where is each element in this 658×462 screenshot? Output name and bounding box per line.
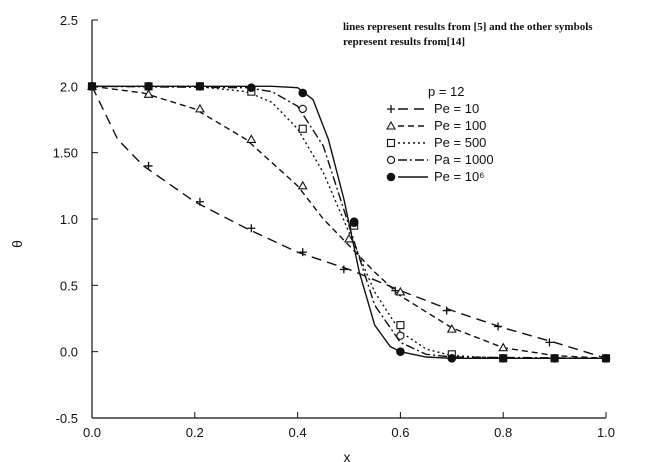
series-1-point (442, 306, 451, 315)
series-1-point (195, 197, 204, 206)
series-line-1 (91, 85, 607, 359)
y-tick-label: 1.50 (53, 146, 78, 161)
x-tick-label: 0.4 (289, 425, 307, 440)
legend-marker-4 (386, 155, 396, 165)
legend-marker-2 (386, 120, 396, 130)
series-5-point (396, 347, 405, 356)
series-1-point (391, 286, 400, 295)
series-2-point (446, 324, 457, 333)
series-3-point (298, 124, 307, 133)
series-5-point (87, 82, 97, 91)
annotation-line-1: lines represent results from [5] and the… (343, 21, 593, 33)
series-1-point (339, 265, 348, 274)
legend: p = 12 Pe = 10 Pe = 100 Pe = 500 Pa = 1000 P… (386, 84, 494, 184)
legend-label-3: Pe = 500 (434, 135, 486, 150)
series-5-point (349, 217, 359, 226)
series-5-point (144, 82, 153, 91)
legend-marker-3 (386, 138, 396, 148)
series-lines (91, 85, 607, 359)
legend-label-2: Pe = 100 (434, 118, 486, 133)
legend-title: p = 12 (428, 84, 465, 99)
x-tick-label: 0.0 (83, 425, 101, 440)
y-tick-label: 0.5 (60, 278, 78, 293)
series-line-5 (92, 85, 606, 359)
annotation-line-2: represent results from[14] (343, 36, 465, 48)
series-1-point (494, 322, 503, 331)
series-2-point (498, 342, 509, 352)
y-axis-label: θ (9, 240, 25, 248)
x-tick-label: 0.2 (186, 425, 204, 440)
series-5-point (447, 354, 457, 363)
legend-label-1: Pe = 10 (434, 101, 479, 116)
legend-marker-1 (387, 105, 395, 113)
series-2-point (297, 180, 308, 190)
series-5-point (195, 82, 205, 91)
series-1-point (545, 338, 554, 347)
y-tick-label: 0.0 (60, 345, 78, 360)
y-tick-label: 1.0 (60, 212, 78, 227)
y-tick-label: -0.5 (56, 411, 78, 426)
legend-label-5: Pe = 10⁶ (434, 169, 485, 184)
x-tick-label: 0.6 (391, 425, 409, 440)
series-5-point (247, 83, 256, 92)
series-2-point (344, 233, 354, 243)
series-4-point (298, 104, 307, 114)
x-axis-label: x (344, 449, 351, 462)
series-1-point (298, 248, 307, 257)
y-tick-label: 2.5 (60, 13, 78, 28)
series-1-point (144, 161, 153, 170)
legend-marker-5 (386, 172, 396, 182)
series-2-point (395, 286, 406, 296)
series-5-point (298, 88, 308, 98)
series-5-point (601, 354, 611, 363)
series-5-point (550, 354, 559, 363)
series-5-point (498, 354, 508, 363)
series-markers (87, 81, 611, 363)
x-tick-label: 1.0 (597, 425, 615, 440)
series-4-point (396, 331, 405, 340)
series-3-point (396, 321, 405, 330)
series-2-point (194, 103, 205, 113)
series-2-point (143, 89, 154, 98)
series-line-3 (92, 85, 606, 359)
legend-label-4: Pa = 1000 (434, 152, 494, 167)
series-2-point (246, 134, 257, 143)
series-1-point (247, 224, 256, 233)
axes: 0.0 0.2 0.4 0.6 0.8 1.0 -0.5 0.0 0.5 1.0 1.50 2.0 2.… (53, 13, 615, 440)
x-tick-label: 0.8 (494, 425, 512, 440)
y-tick-label: 2.0 (60, 79, 78, 94)
